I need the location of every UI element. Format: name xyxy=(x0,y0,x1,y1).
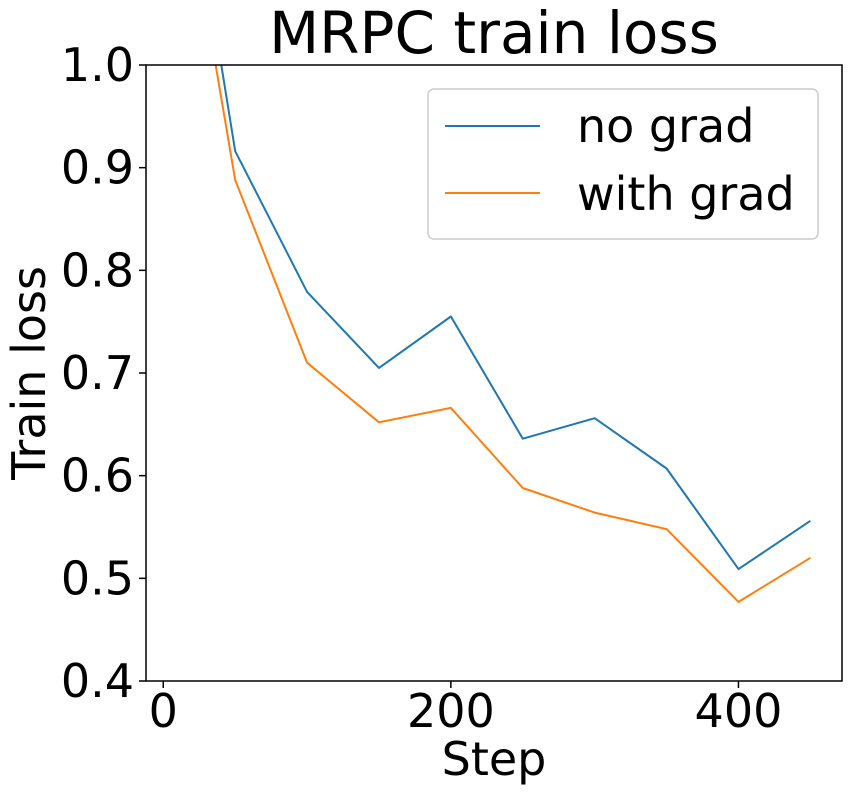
y-tick-label: 0.4 xyxy=(61,654,134,708)
y-axis-label: Train loss xyxy=(2,266,56,481)
y-tick-label: 0.8 xyxy=(61,243,134,297)
legend-label-with-grad: with grad xyxy=(577,167,795,221)
y-axis-ticks: 0.4 0.5 0.6 0.7 0.8 0.9 1.0 xyxy=(61,38,146,708)
series-line-with-grad xyxy=(214,65,811,603)
y-tick-label: 0.9 xyxy=(61,141,134,195)
series-layer xyxy=(214,65,811,603)
series-line-no-grad xyxy=(220,65,811,571)
chart-title: MRPC train loss xyxy=(269,0,719,67)
legend-label-no-grad: no grad xyxy=(577,99,754,153)
y-tick-label: 0.5 xyxy=(61,551,134,605)
x-tick-label: 0 xyxy=(149,684,178,738)
x-tick-label: 400 xyxy=(695,684,783,738)
y-tick-label: 0.6 xyxy=(61,449,134,503)
x-axis-ticks: 0 200 400 xyxy=(149,681,783,738)
y-tick-label: 0.7 xyxy=(61,346,134,400)
y-tick-label: 1.0 xyxy=(61,38,134,92)
x-tick-label: 200 xyxy=(407,684,495,738)
x-axis-label: Step xyxy=(442,732,547,786)
legend: no grad with grad xyxy=(427,88,819,240)
